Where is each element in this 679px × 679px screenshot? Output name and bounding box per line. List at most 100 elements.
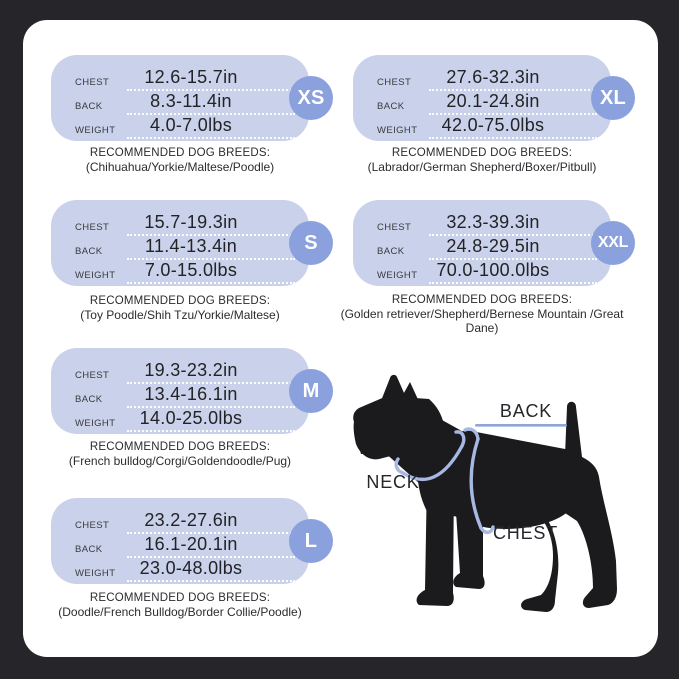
back-label: BACK (75, 246, 103, 257)
chest-label: CHEST (75, 520, 110, 531)
size-badge-label: XXL (597, 234, 629, 251)
weight-row: WEIGHT 23.0-48.0lbs (75, 558, 295, 582)
chest-row: CHEST 23.2-27.6in (75, 510, 295, 534)
chest-label: CHEST (377, 77, 412, 88)
size-badge-l: L (289, 519, 333, 563)
weight-row: WEIGHT 14.0-25.0lbs (75, 408, 295, 432)
back-row: BACK 24.8-29.5in (377, 236, 597, 260)
weight-value: 23.0-48.0lbs (139, 558, 243, 578)
back-value: 11.4-13.4in (144, 236, 238, 256)
back-label: BACK (377, 246, 405, 257)
chest-label: CHEST (75, 222, 110, 233)
size-card-m: CHEST 19.3-23.2in BACK 13.4-16.1in WEIGH… (51, 348, 333, 434)
chest-label: CHEST (75, 77, 110, 88)
back-value: 16.1-20.1in (144, 534, 238, 554)
weight-row: WEIGHT 4.0-7.0lbs (75, 115, 295, 139)
chest-value: 27.6-32.3in (446, 67, 540, 87)
size-badge-m: M (289, 369, 333, 413)
dog-silhouette (353, 374, 617, 612)
recommended-heading: RECOMMENDED DOG BREEDS: (89, 147, 271, 159)
breeds-l: RECOMMENDED DOG BREEDS: (Doodle/French B… (30, 591, 330, 619)
weight-label: WEIGHT (75, 270, 116, 281)
breeds-list: (Doodle/French Bulldog/Border Collie/Poo… (58, 605, 302, 619)
back-row: BACK 20.1-24.8in (377, 91, 597, 115)
dotted-leader: 12.6-15.7in (127, 67, 295, 91)
size-badge-label: L (304, 529, 318, 552)
chest-row: CHEST 19.3-23.2in (75, 360, 295, 384)
neck-measure-label: NECK (366, 472, 420, 492)
dog-body-shapes (353, 374, 617, 612)
back-measure-label: BACK (499, 401, 553, 421)
size-badge-xxl: XXL (591, 221, 635, 265)
dotted-leader: 27.6-32.3in (429, 67, 597, 91)
breeds-list: (Toy Poodle/Shih Tzu/Yorkie/Maltese) (80, 308, 280, 322)
weight-value: 7.0-15.0lbs (144, 260, 238, 280)
size-badge-xs: XS (289, 76, 333, 120)
back-row: BACK 11.4-13.4in (75, 236, 295, 260)
dotted-leader: 42.0-75.0lbs (429, 115, 597, 139)
recommended-heading: RECOMMENDED DOG BREEDS: (391, 147, 573, 159)
breeds-xl: RECOMMENDED DOG BREEDS: (Labrador/German… (332, 146, 632, 174)
dotted-leader: 16.1-20.1in (127, 534, 295, 558)
back-label: BACK (75, 394, 103, 405)
weight-label: WEIGHT (75, 418, 116, 429)
chest-value: 23.2-27.6in (144, 510, 238, 530)
weight-value: 70.0-100.0lbs (436, 260, 550, 280)
back-value: 24.8-29.5in (446, 236, 540, 256)
breeds-m: RECOMMENDED DOG BREEDS: (French bulldog/… (30, 440, 330, 468)
recommended-heading: RECOMMENDED DOG BREEDS: (391, 294, 573, 306)
chest-label: CHEST (75, 370, 110, 381)
neck-strap-top-hook (454, 430, 466, 448)
chest-strap-top-hook (463, 427, 480, 441)
back-value: 20.1-24.8in (446, 91, 540, 111)
recommended-heading: RECOMMENDED DOG BREEDS: (89, 295, 271, 307)
chest-row: CHEST 27.6-32.3in (377, 67, 597, 91)
size-card-xs: CHEST 12.6-15.7in BACK 8.3-11.4in WEIGHT… (51, 55, 333, 141)
size-badge-label: M (302, 379, 320, 402)
back-value: 8.3-11.4in (150, 91, 232, 111)
weight-value: 42.0-75.0lbs (441, 115, 545, 135)
dotted-leader: 7.0-15.0lbs (127, 260, 295, 284)
neck-strap-end-hook (394, 457, 405, 475)
dotted-leader: 14.0-25.0lbs (127, 408, 295, 432)
dog-measurement-diagram: BACK NECK CHEST (341, 365, 631, 625)
weight-label: WEIGHT (377, 125, 418, 136)
size-chart-panel: CHEST 12.6-15.7in BACK 8.3-11.4in WEIGHT… (23, 20, 658, 657)
weight-row: WEIGHT 7.0-15.0lbs (75, 260, 295, 284)
chest-value: 32.3-39.3in (446, 212, 540, 232)
neck-strap (401, 444, 464, 482)
dotted-leader: 20.1-24.8in (429, 91, 597, 115)
dotted-leader: 8.3-11.4in (127, 91, 295, 115)
breeds-list: (Golden retriever/Shepherd/Bernese Mount… (340, 307, 624, 335)
chest-measure-label: CHEST (493, 523, 559, 543)
breeds-s: RECOMMENDED DOG BREEDS: (Toy Poodle/Shih… (30, 294, 330, 322)
dotted-leader: 70.0-100.0lbs (429, 260, 597, 284)
back-value: 13.4-16.1in (144, 384, 238, 404)
dotted-leader: 19.3-23.2in (127, 360, 295, 384)
size-badge-label: S (304, 231, 318, 254)
dotted-leader: 24.8-29.5in (429, 236, 597, 260)
breeds-list: (Chihuahua/Yorkie/Maltese/Poodle) (85, 160, 275, 174)
breeds-xs: RECOMMENDED DOG BREEDS: (Chihuahua/Yorki… (30, 146, 330, 174)
breeds-list: (French bulldog/Corgi/Goldendoodle/Pug) (68, 454, 292, 468)
dotted-leader: 32.3-39.3in (429, 212, 597, 236)
size-card-s: CHEST 15.7-19.3in BACK 11.4-13.4in WEIGH… (51, 200, 333, 286)
chest-row: CHEST 12.6-15.7in (75, 67, 295, 91)
size-card-l: CHEST 23.2-27.6in BACK 16.1-20.1in WEIGH… (51, 498, 333, 584)
chest-value: 19.3-23.2in (144, 360, 238, 380)
back-row: BACK 13.4-16.1in (75, 384, 295, 408)
dotted-leader: 4.0-7.0lbs (127, 115, 295, 139)
weight-label: WEIGHT (377, 270, 418, 281)
dotted-leader: 11.4-13.4in (127, 236, 295, 260)
chest-value: 12.6-15.7in (144, 67, 238, 87)
size-badge-xl: XL (591, 76, 635, 120)
harness-straps (394, 427, 495, 535)
chest-strap (469, 437, 483, 530)
back-measure-line (475, 424, 567, 427)
weight-value: 14.0-25.0lbs (139, 408, 243, 428)
back-label: BACK (75, 101, 103, 112)
breeds-list: (Labrador/German Shepherd/Boxer/Pitbull) (367, 160, 597, 174)
size-badge-label: XS (297, 86, 325, 109)
chest-strap-end-hook (479, 525, 495, 535)
